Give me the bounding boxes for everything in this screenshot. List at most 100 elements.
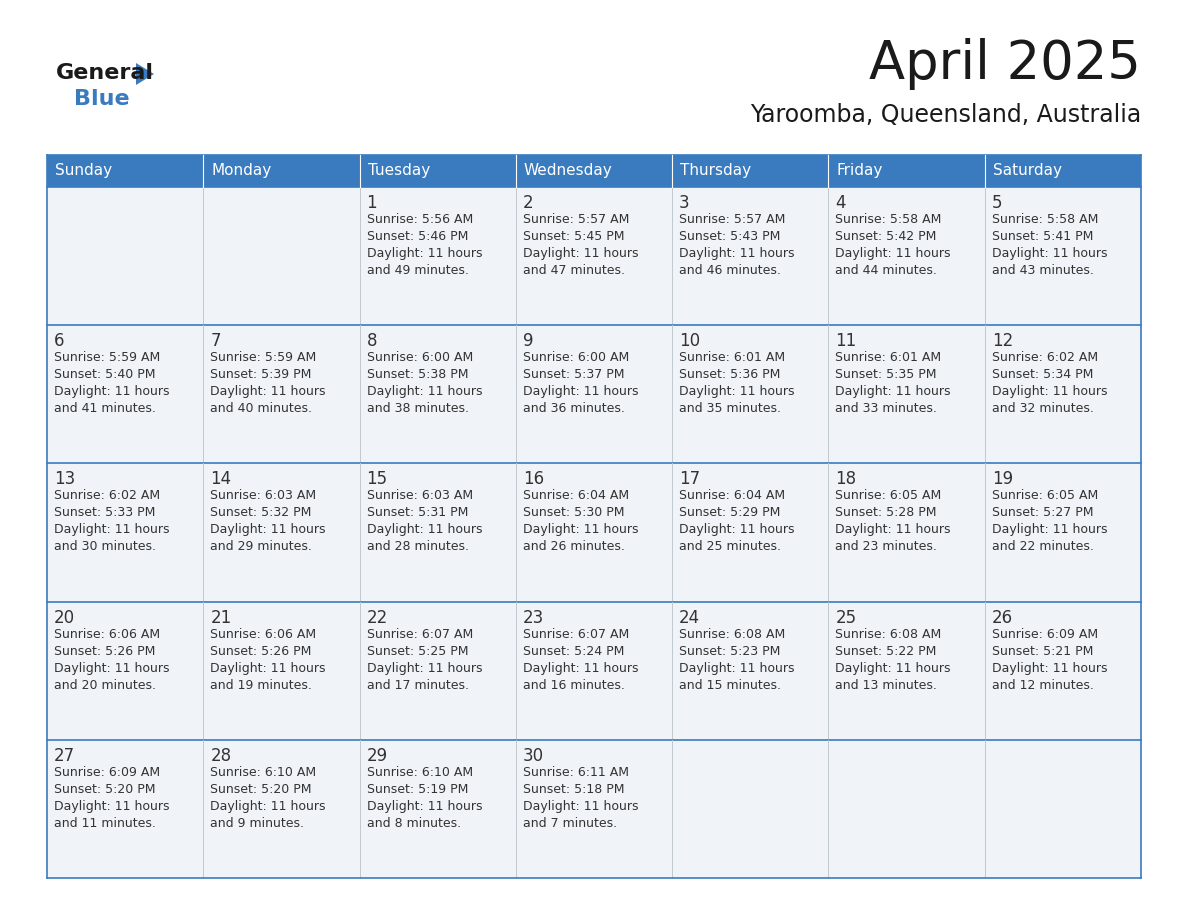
Text: and 28 minutes.: and 28 minutes. <box>367 541 468 554</box>
Text: 15: 15 <box>367 470 387 488</box>
Bar <box>672 601 828 740</box>
Bar <box>672 155 828 187</box>
Text: and 26 minutes.: and 26 minutes. <box>523 541 625 554</box>
Text: and 47 minutes.: and 47 minutes. <box>523 264 625 277</box>
Text: and 15 minutes.: and 15 minutes. <box>680 678 782 691</box>
Text: Sunset: 5:38 PM: Sunset: 5:38 PM <box>367 368 468 381</box>
Text: Sunrise: 6:04 AM: Sunrise: 6:04 AM <box>680 489 785 502</box>
Text: Sunset: 5:40 PM: Sunset: 5:40 PM <box>53 368 156 381</box>
Text: Sunrise: 6:02 AM: Sunrise: 6:02 AM <box>53 489 160 502</box>
Text: Sunrise: 6:04 AM: Sunrise: 6:04 AM <box>523 489 628 502</box>
Text: Sunrise: 6:05 AM: Sunrise: 6:05 AM <box>835 489 942 502</box>
Text: Sunset: 5:23 PM: Sunset: 5:23 PM <box>680 644 781 657</box>
Bar <box>203 601 360 740</box>
Text: Tuesday: Tuesday <box>367 163 430 178</box>
Text: Sunrise: 6:11 AM: Sunrise: 6:11 AM <box>523 766 628 778</box>
Bar <box>828 155 985 187</box>
Text: and 20 minutes.: and 20 minutes. <box>53 678 156 691</box>
Bar <box>360 464 516 601</box>
Text: Daylight: 11 hours: Daylight: 11 hours <box>367 800 482 812</box>
Text: Sunrise: 6:10 AM: Sunrise: 6:10 AM <box>367 766 473 778</box>
Text: Daylight: 11 hours: Daylight: 11 hours <box>53 662 170 675</box>
Text: and 38 minutes.: and 38 minutes. <box>367 402 468 415</box>
Text: 23: 23 <box>523 609 544 627</box>
Bar <box>985 155 1140 187</box>
Text: and 29 minutes.: and 29 minutes. <box>210 541 312 554</box>
Bar <box>48 325 203 464</box>
Text: Yaroomba, Queensland, Australia: Yaroomba, Queensland, Australia <box>750 103 1140 127</box>
Text: Sunrise: 6:09 AM: Sunrise: 6:09 AM <box>53 766 160 778</box>
Text: 2: 2 <box>523 194 533 212</box>
Text: and 12 minutes.: and 12 minutes. <box>992 678 1094 691</box>
Bar <box>360 325 516 464</box>
Text: Saturday: Saturday <box>993 163 1062 178</box>
Text: Thursday: Thursday <box>681 163 751 178</box>
Text: and 33 minutes.: and 33 minutes. <box>835 402 937 415</box>
Bar <box>48 187 203 325</box>
Text: Sunrise: 6:02 AM: Sunrise: 6:02 AM <box>992 352 1098 364</box>
Bar <box>985 740 1140 878</box>
Text: and 35 minutes.: and 35 minutes. <box>680 402 782 415</box>
Text: Wednesday: Wednesday <box>524 163 613 178</box>
Text: and 43 minutes.: and 43 minutes. <box>992 264 1094 277</box>
Text: Sunset: 5:24 PM: Sunset: 5:24 PM <box>523 644 624 657</box>
Text: Sunrise: 6:01 AM: Sunrise: 6:01 AM <box>835 352 942 364</box>
Text: Sunset: 5:31 PM: Sunset: 5:31 PM <box>367 507 468 520</box>
Bar <box>360 740 516 878</box>
Text: and 49 minutes.: and 49 minutes. <box>367 264 468 277</box>
Text: 1: 1 <box>367 194 378 212</box>
Bar <box>828 601 985 740</box>
Bar <box>672 464 828 601</box>
Text: Daylight: 11 hours: Daylight: 11 hours <box>680 523 795 536</box>
Text: Sunset: 5:34 PM: Sunset: 5:34 PM <box>992 368 1093 381</box>
Text: 10: 10 <box>680 332 700 350</box>
Text: and 40 minutes.: and 40 minutes. <box>210 402 312 415</box>
Text: 25: 25 <box>835 609 857 627</box>
Text: Sunrise: 5:58 AM: Sunrise: 5:58 AM <box>835 213 942 226</box>
Text: Sunset: 5:46 PM: Sunset: 5:46 PM <box>367 230 468 243</box>
Text: Daylight: 11 hours: Daylight: 11 hours <box>367 662 482 675</box>
Text: and 30 minutes.: and 30 minutes. <box>53 541 156 554</box>
Text: 14: 14 <box>210 470 232 488</box>
Text: Sunset: 5:37 PM: Sunset: 5:37 PM <box>523 368 625 381</box>
Bar <box>516 155 672 187</box>
Text: Sunset: 5:36 PM: Sunset: 5:36 PM <box>680 368 781 381</box>
Text: Daylight: 11 hours: Daylight: 11 hours <box>523 247 638 260</box>
Bar <box>516 464 672 601</box>
Text: 17: 17 <box>680 470 700 488</box>
Text: and 16 minutes.: and 16 minutes. <box>523 678 625 691</box>
Bar <box>828 740 985 878</box>
Text: and 8 minutes.: and 8 minutes. <box>367 817 461 830</box>
Bar <box>672 325 828 464</box>
Bar <box>516 187 672 325</box>
Text: 3: 3 <box>680 194 690 212</box>
Text: 12: 12 <box>992 332 1013 350</box>
Bar <box>828 187 985 325</box>
Text: Sunrise: 5:59 AM: Sunrise: 5:59 AM <box>210 352 316 364</box>
Text: Sunset: 5:27 PM: Sunset: 5:27 PM <box>992 507 1093 520</box>
Text: 21: 21 <box>210 609 232 627</box>
Text: 5: 5 <box>992 194 1003 212</box>
Text: Sunset: 5:21 PM: Sunset: 5:21 PM <box>992 644 1093 657</box>
Bar <box>203 155 360 187</box>
Text: Daylight: 11 hours: Daylight: 11 hours <box>210 386 326 398</box>
Text: Sunrise: 6:08 AM: Sunrise: 6:08 AM <box>680 628 785 641</box>
Text: and 44 minutes.: and 44 minutes. <box>835 264 937 277</box>
Text: 7: 7 <box>210 332 221 350</box>
Text: Daylight: 11 hours: Daylight: 11 hours <box>992 386 1107 398</box>
Text: Daylight: 11 hours: Daylight: 11 hours <box>680 247 795 260</box>
Text: Sunrise: 5:56 AM: Sunrise: 5:56 AM <box>367 213 473 226</box>
Text: Daylight: 11 hours: Daylight: 11 hours <box>835 247 950 260</box>
Bar <box>48 740 203 878</box>
Text: Sunset: 5:19 PM: Sunset: 5:19 PM <box>367 783 468 796</box>
Text: Sunday: Sunday <box>55 163 112 178</box>
Text: Daylight: 11 hours: Daylight: 11 hours <box>835 386 950 398</box>
Bar <box>985 601 1140 740</box>
Text: Daylight: 11 hours: Daylight: 11 hours <box>835 523 950 536</box>
Text: Sunrise: 6:09 AM: Sunrise: 6:09 AM <box>992 628 1098 641</box>
Text: 20: 20 <box>53 609 75 627</box>
Bar <box>516 740 672 878</box>
Text: Sunset: 5:26 PM: Sunset: 5:26 PM <box>53 644 156 657</box>
Text: 24: 24 <box>680 609 700 627</box>
Text: and 19 minutes.: and 19 minutes. <box>210 678 312 691</box>
